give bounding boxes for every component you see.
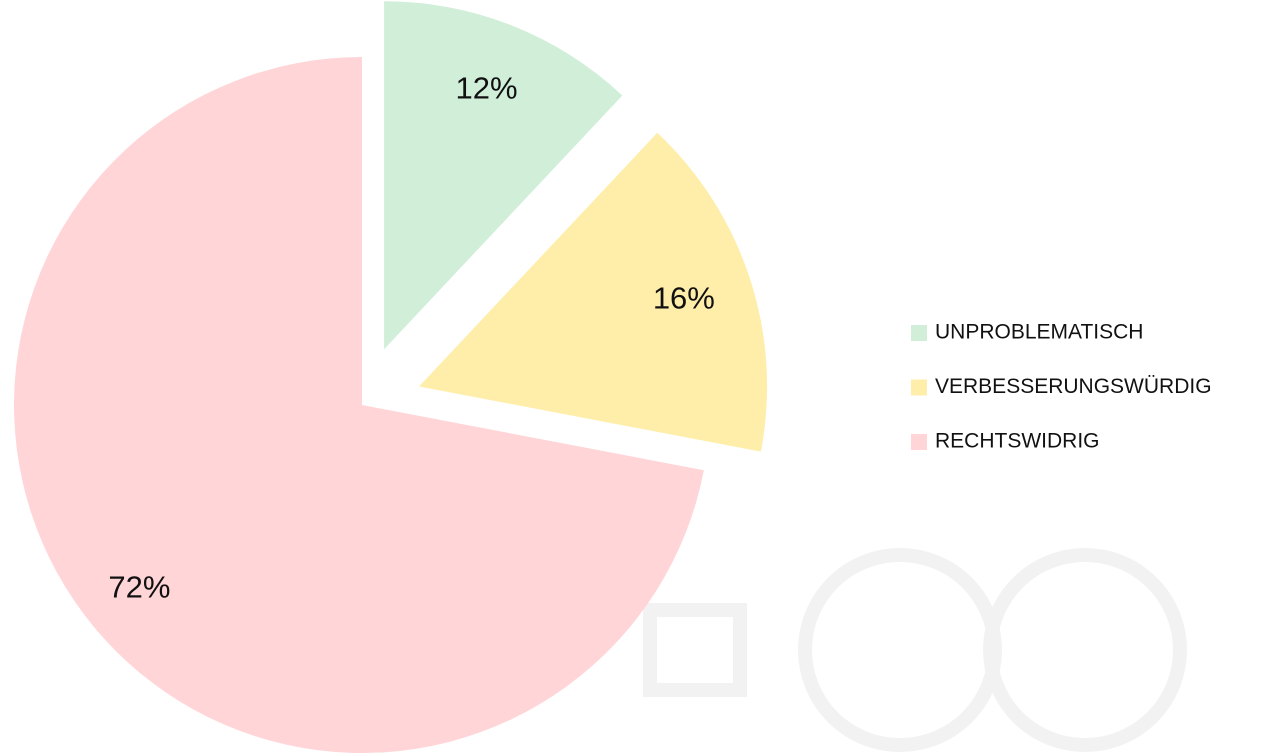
- data-label: 72%: [108, 569, 170, 604]
- legend-label: RECHTSWIDRIG: [935, 430, 1100, 453]
- legend-swatch: [911, 434, 927, 450]
- data-label: 16%: [653, 281, 715, 316]
- legend-swatch: [911, 325, 927, 341]
- legend-label: VERBESSERUNGSWÜRDIG: [935, 375, 1212, 398]
- legend-swatch: [911, 379, 927, 396]
- pie-slice: [419, 132, 768, 452]
- data-label: 12%: [456, 71, 518, 106]
- pie-slice: [384, 1, 623, 350]
- watermark: [643, 548, 1187, 752]
- pie-slice: [13, 57, 704, 753]
- legend-label: UNPROBLEMATISCH: [935, 321, 1143, 344]
